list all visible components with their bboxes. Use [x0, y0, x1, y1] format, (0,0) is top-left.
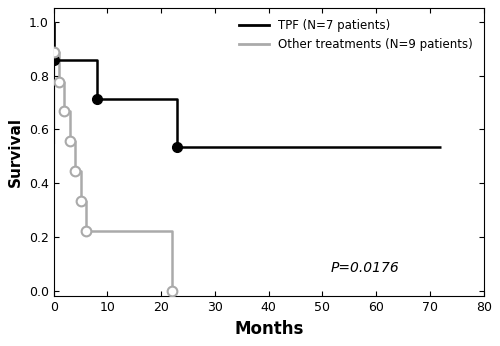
Y-axis label: Survival: Survival: [8, 117, 24, 187]
X-axis label: Months: Months: [234, 320, 304, 338]
Text: P=0.0176: P=0.0176: [331, 261, 400, 275]
Legend: TPF (N=7 patients), Other treatments (N=9 patients): TPF (N=7 patients), Other treatments (N=…: [234, 14, 478, 56]
